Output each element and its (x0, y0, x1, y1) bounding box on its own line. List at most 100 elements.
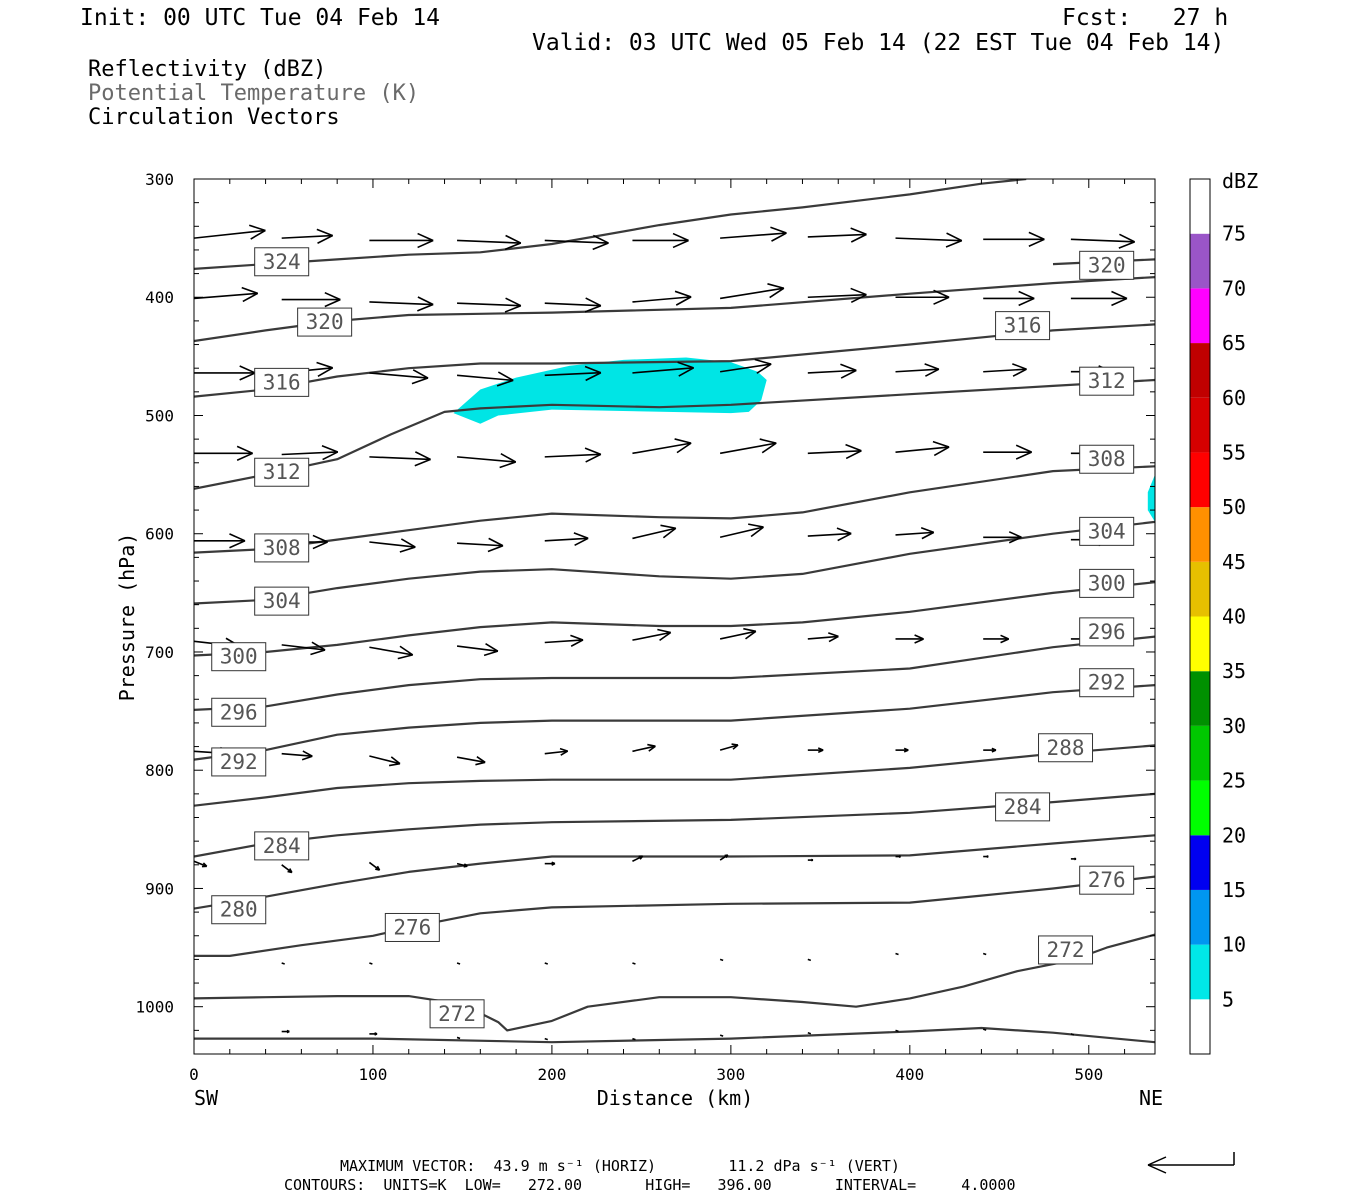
contour-280 (194, 834, 1155, 910)
wind-vector (281, 641, 326, 656)
x-end-right: NE (1139, 1086, 1163, 1110)
wind-vector (807, 287, 867, 304)
wind-vector (369, 1032, 378, 1036)
x-tick-label: 200 (537, 1065, 566, 1084)
contour-label: 312 (254, 457, 310, 487)
x-tick-label: 100 (359, 1065, 388, 1084)
wind-vector (632, 290, 692, 306)
wind-vector (194, 365, 256, 381)
y-tick-label: 900 (145, 879, 174, 898)
wind-vector (895, 747, 909, 753)
svg-text:324: 324 (263, 250, 301, 274)
contour-label: 276 (1079, 865, 1135, 895)
contour-label: 304 (254, 586, 310, 616)
colorbar-level: 60 (1222, 386, 1246, 410)
colorbar-level: 25 (1222, 769, 1246, 793)
wind-vector (895, 440, 950, 457)
contour-info: CONTOURS: UNITS=K LOW= 272.00 HIGH= 396.… (284, 1176, 1016, 1194)
colorbar-level: 20 (1222, 823, 1246, 847)
wind-vector (369, 962, 373, 965)
colorbar-swatch (1190, 343, 1210, 398)
svg-text:320: 320 (1088, 253, 1126, 277)
wind-vector (719, 627, 757, 640)
wind-vector (544, 234, 609, 251)
wind-vector (982, 1028, 987, 1031)
wind-vector (456, 962, 461, 965)
y-tick-label: 1000 (135, 998, 174, 1017)
x-tick-label: 400 (895, 1065, 924, 1084)
wind-vector (807, 632, 839, 643)
field-reflectivity: Reflectivity (dBZ) (88, 57, 327, 82)
colorbar-swatch (1190, 397, 1210, 453)
wind-vector (369, 645, 414, 660)
field-vectors: Circulation Vectors (88, 105, 340, 130)
contour-label: 292 (211, 747, 267, 777)
wind-vector (281, 291, 341, 308)
wind-vector (281, 1029, 290, 1034)
colorbar-level: 55 (1222, 440, 1246, 464)
colorbar-level: 15 (1222, 878, 1246, 902)
wind-vector (719, 854, 729, 861)
contour-label: 316 (995, 311, 1051, 341)
wind-vector (983, 531, 1022, 544)
wind-vector (983, 363, 1027, 377)
wind-vector (194, 445, 253, 461)
colorbar-swatch (1190, 725, 1210, 781)
colorbar-swatch (1190, 179, 1210, 234)
contour-label: 280 (211, 895, 267, 925)
colorbar-level: 75 (1222, 222, 1246, 246)
wind-vector (720, 358, 772, 374)
wind-vector (368, 861, 381, 871)
wind-vector (281, 228, 334, 244)
contour-label: 284 (254, 831, 310, 861)
contour-label: 272 (429, 999, 485, 1029)
y-tick-label: 400 (145, 288, 174, 307)
circulation-vectors (194, 224, 1135, 1041)
max-vector-note: MAXIMUM VECTOR: 43.9 m s⁻¹ (HORIZ) 11.2 … (340, 1157, 900, 1175)
valid-time: Valid: 03 UTC Wed 05 Feb 14 (22 EST Tue … (532, 30, 1225, 56)
wind-vector (632, 855, 644, 862)
wind-vector (1070, 857, 1077, 861)
wind-vector (720, 226, 787, 242)
contour-label: 296 (211, 697, 267, 727)
contour-272a (194, 933, 1155, 1032)
wind-vector (719, 523, 764, 539)
y-tick-label: 300 (145, 170, 174, 189)
wind-vector (983, 444, 1032, 460)
wind-vector (281, 962, 285, 965)
wind-vector (457, 297, 522, 313)
wind-vector (194, 286, 259, 303)
svg-text:312: 312 (263, 460, 301, 484)
wind-vector (544, 634, 584, 647)
contour-label: 320 (1079, 250, 1135, 280)
contour-label: 316 (254, 367, 310, 397)
wind-vector (281, 864, 293, 874)
contour-label: 288 (1038, 733, 1094, 763)
contour-label: 300 (211, 642, 267, 672)
colorbar-swatch (1190, 233, 1210, 289)
wind-vector (544, 447, 602, 463)
svg-text:280: 280 (220, 898, 258, 922)
wind-vector (720, 283, 785, 300)
wind-vector (807, 527, 852, 542)
svg-text:308: 308 (263, 536, 301, 560)
field-theta: Potential Temperature (K) (88, 81, 420, 106)
colorbar-swatch (1190, 835, 1210, 890)
wind-vector (807, 1031, 812, 1035)
colorbar-swatch (1190, 999, 1210, 1054)
wind-vector (632, 1037, 636, 1041)
svg-text:292: 292 (220, 750, 258, 774)
wind-vector (983, 634, 1010, 644)
contour-label: 308 (1079, 444, 1135, 474)
colorbar-swatch (1190, 561, 1210, 617)
wind-vector (456, 862, 468, 868)
contour-label: 296 (1079, 617, 1135, 647)
wind-vector (456, 1036, 461, 1040)
contour-292 (194, 684, 1155, 761)
colorbar: 5 10 15 20 25 30 35 40 45 50 55 60 65 70 75 (1189, 178, 1246, 1055)
x-tick-label: 0 (189, 1065, 199, 1084)
wind-vector (895, 1029, 899, 1033)
wind-vector (1070, 1033, 1075, 1036)
wind-vector (281, 750, 313, 761)
plot-frame (193, 178, 1156, 1055)
